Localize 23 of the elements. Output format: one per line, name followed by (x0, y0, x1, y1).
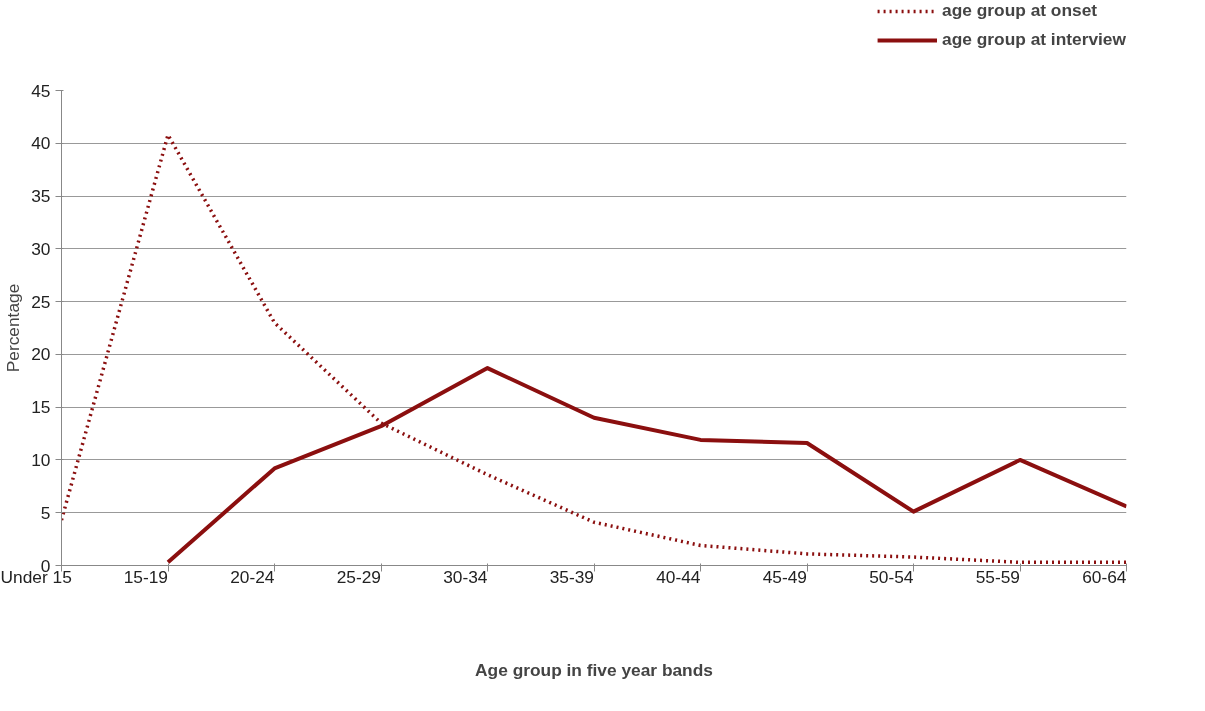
y-tick-label: 25 (31, 291, 51, 312)
x-tick-label: 45-49 (762, 566, 808, 587)
y-tick-label: 30 (31, 238, 51, 259)
x-tick-label: 50-54 (869, 566, 914, 587)
legend-label: age group at interview (942, 29, 1126, 50)
y-tick-label: 40 (31, 133, 51, 154)
y-tick-label: 20 (31, 344, 51, 365)
legend-label: age group at onset (942, 0, 1098, 21)
x-tick-label: 15-19 (123, 566, 169, 587)
y-tick-label: 35 (31, 186, 51, 207)
x-tick-label: 40-44 (656, 566, 701, 587)
x-tick-label: 25-29 (336, 566, 382, 587)
x-tick-label: 55-59 (975, 566, 1021, 587)
x-tick-label: 60-64 (1082, 566, 1127, 587)
y-tick-label: 5 (40, 502, 51, 523)
x-axis-title: Age group in five year bands (475, 659, 713, 680)
y-axis-title: Percentage (3, 283, 24, 373)
y-tick-label: 10 (31, 449, 51, 470)
y-tick-label: 15 (31, 397, 51, 418)
x-tick-label: 35-39 (549, 566, 595, 587)
x-tick-label: 30-34 (443, 566, 488, 587)
x-tick-label: 20-24 (230, 566, 275, 587)
y-tick-label: 45 (31, 80, 51, 101)
